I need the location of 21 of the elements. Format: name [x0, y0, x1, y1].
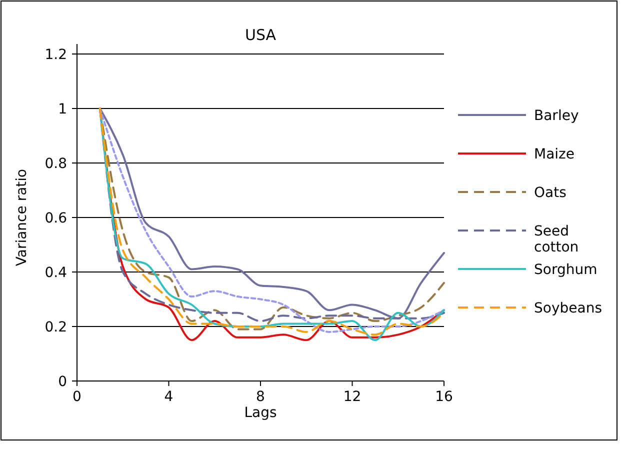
x-tick-label: 8	[256, 389, 265, 405]
legend-label: Oats	[534, 184, 566, 201]
y-tick-label: 0.2	[44, 319, 67, 336]
legend-label: Barley	[534, 108, 579, 124]
y-tick-label: 1	[58, 101, 67, 118]
legend-label: Seed cotton	[534, 223, 579, 256]
y-tick-label: 1.2	[44, 46, 67, 63]
x-axis-title: Lags	[244, 405, 277, 421]
y-tick-label: 0.6	[44, 210, 68, 226]
legend-label: Maize	[534, 146, 575, 162]
x-tick-label: 0	[72, 389, 82, 405]
y-tick-label: 0.8	[44, 156, 67, 172]
legend-label: Soybeans	[534, 300, 602, 316]
x-tick-label: 4	[164, 389, 174, 405]
y-tick-label: 0.4	[44, 264, 68, 281]
y-axis-title: Variance ratio	[14, 168, 30, 266]
x-tick-label: 16	[435, 389, 453, 405]
y-tick-label: 0	[58, 374, 67, 390]
x-tick-label: 12	[343, 389, 362, 405]
legend-label: Sorghum	[534, 262, 598, 278]
chart-title: USA	[244, 26, 277, 44]
